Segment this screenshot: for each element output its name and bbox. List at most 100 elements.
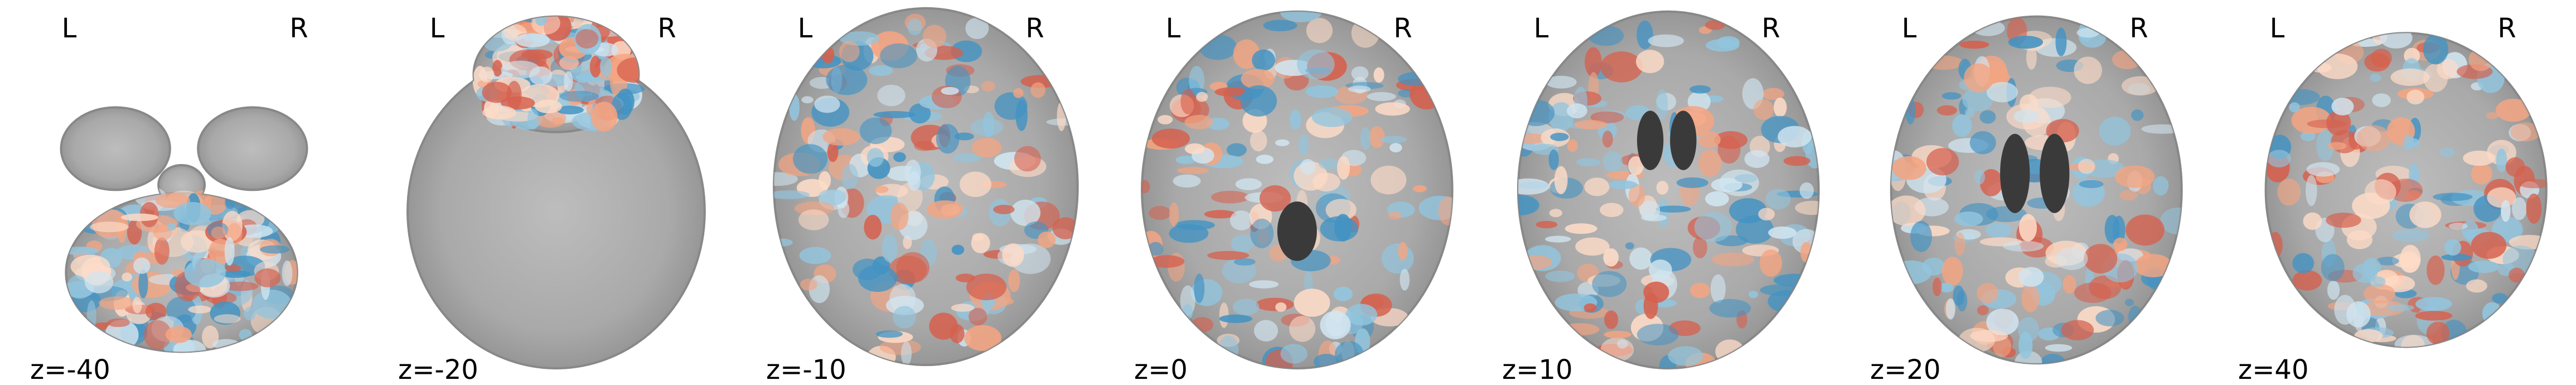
stat-blob xyxy=(133,257,151,274)
left-label: L xyxy=(62,13,77,44)
stat-blob xyxy=(1974,170,1986,185)
stat-blob xyxy=(221,281,259,291)
stat-blob xyxy=(1977,283,1999,304)
stat-blob xyxy=(1575,120,1607,129)
stat-blob xyxy=(1641,214,1667,222)
stat-blob xyxy=(2321,254,2345,281)
stat-blob xyxy=(1584,303,1597,312)
stat-blob xyxy=(1398,242,1408,261)
stat-blob xyxy=(2079,180,2104,189)
stat-blob xyxy=(2277,178,2301,206)
stat-blob xyxy=(2041,354,2065,364)
ventricle xyxy=(1670,110,1697,170)
slice-panel: L Rz=10 xyxy=(1502,10,1820,385)
stat-blob xyxy=(2268,232,2283,258)
stat-blob xyxy=(2326,213,2361,228)
stat-blob xyxy=(180,230,214,253)
stat-blob xyxy=(1194,273,1205,304)
stat-blob xyxy=(224,237,235,266)
stat-blob xyxy=(1554,166,1568,195)
stat-blob xyxy=(1945,298,1955,320)
stat-blob xyxy=(2426,321,2450,345)
slice-panel: L Rz=0 xyxy=(1134,10,1454,385)
stat-blob xyxy=(107,318,130,328)
stat-blob xyxy=(2471,232,2507,259)
stat-blob xyxy=(1959,40,1989,49)
stat-blob xyxy=(793,144,828,174)
ventricle xyxy=(2040,133,2070,213)
stat-blob xyxy=(1592,271,1627,297)
stat-blob xyxy=(1250,218,1274,248)
stat-blob xyxy=(1765,189,1791,210)
stat-blob xyxy=(252,290,292,319)
stat-blob xyxy=(1196,92,1208,102)
stat-blob xyxy=(2501,200,2511,222)
stat-blob xyxy=(2279,89,2320,105)
stat-blob xyxy=(1656,89,1668,120)
stat-blob xyxy=(1566,103,1587,119)
stat-blob xyxy=(2306,175,2317,206)
stat-blob xyxy=(853,258,883,281)
stat-blob xyxy=(1986,81,2018,103)
stat-blob xyxy=(877,84,906,107)
stat-blob xyxy=(1964,63,1994,93)
stat-blob xyxy=(2018,267,2044,287)
stat-blob xyxy=(1625,242,1634,250)
stat-blob xyxy=(914,140,935,151)
stat-blob xyxy=(184,259,226,288)
stat-blob xyxy=(909,103,931,124)
stat-blob xyxy=(1546,75,1577,89)
right-label: R xyxy=(657,13,676,44)
stat-blob xyxy=(2055,27,2067,56)
stat-blob xyxy=(827,142,839,162)
stat-blob xyxy=(1795,200,1819,215)
stat-blob xyxy=(1602,130,1613,148)
stat-blob xyxy=(2112,50,2142,69)
stat-blob xyxy=(859,117,892,145)
ventricle xyxy=(2000,133,2030,213)
stat-blob xyxy=(1300,159,1315,175)
stat-blob xyxy=(951,304,975,312)
stat-blob xyxy=(1241,69,1275,89)
stat-blob xyxy=(941,86,959,95)
stat-blob xyxy=(1256,155,1274,164)
stat-blob xyxy=(2441,253,2472,261)
stat-blob xyxy=(893,152,906,162)
stat-blob xyxy=(282,260,293,286)
stat-blob xyxy=(527,108,539,130)
stat-blob xyxy=(951,244,965,255)
stat-blob xyxy=(841,163,859,190)
stat-blob xyxy=(225,264,241,272)
stat-overlay xyxy=(472,16,653,132)
stat-blob xyxy=(2370,49,2392,68)
stat-blob xyxy=(1149,255,1185,268)
stat-blob xyxy=(936,124,960,154)
slice-panel: L Rz=20 xyxy=(1870,13,2183,385)
stat-blob xyxy=(1038,231,1056,248)
stat-blob xyxy=(2433,192,2473,201)
stat-blob xyxy=(2388,179,2423,202)
stat-blob xyxy=(800,278,817,291)
stat-blob xyxy=(1142,180,1150,194)
stat-blob xyxy=(2468,260,2500,273)
stat-blob xyxy=(1275,139,1290,146)
left-label: L xyxy=(430,13,445,44)
stat-blob xyxy=(2134,254,2172,277)
stat-blob xyxy=(1636,50,1664,74)
stat-blob xyxy=(1252,49,1275,71)
stat-blob xyxy=(1229,210,1253,230)
stat-blob xyxy=(1628,184,1645,207)
stat-blob xyxy=(2365,179,2396,205)
slice-panel: L Rz=-10 xyxy=(766,7,1079,385)
stat-blob xyxy=(173,201,211,225)
stat-blob xyxy=(904,160,921,185)
stat-blob xyxy=(1232,299,1260,316)
stat-blob xyxy=(799,247,831,264)
stat-blob xyxy=(1518,195,1539,216)
stat-blob xyxy=(515,33,550,47)
stat-blob xyxy=(1729,198,1768,224)
stat-blob xyxy=(1294,288,1330,317)
stat-blob xyxy=(1305,85,1339,98)
stat-blob xyxy=(1709,299,1751,318)
stat-blob xyxy=(1584,177,1610,196)
